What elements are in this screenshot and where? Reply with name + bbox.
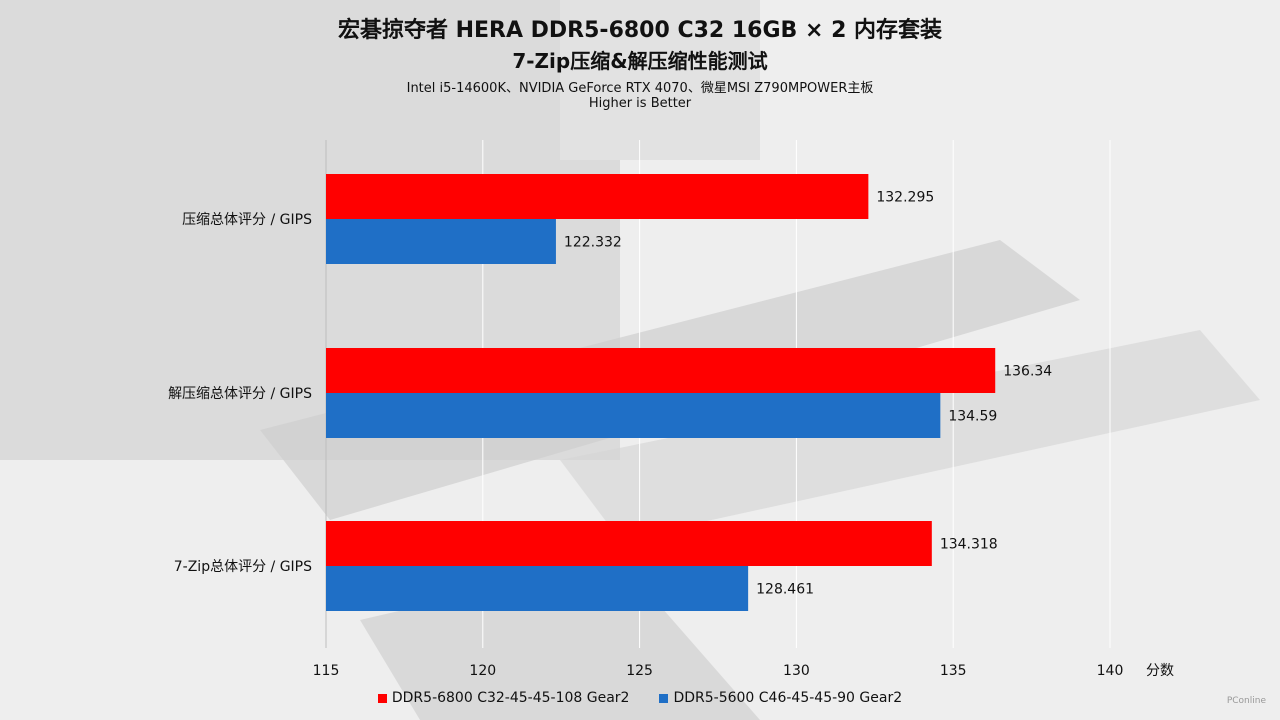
higher-is-better-note: Higher is Better [588,96,692,111]
legend-label-series1: DDR5-6800 C32-45-45-108 Gear2 [391,690,630,706]
value-labels: 132.295 122.332 136.34 134.59 134.318 128.461 [564,190,1052,598]
chart-subtitle: 7-Zip压缩&解压缩性能测试 [512,49,768,73]
data-label: 134.318 [940,537,998,553]
bar [326,174,869,219]
legend-swatch-blue [659,693,669,703]
data-label: 134.59 [948,409,997,425]
x-tick-label: 115 [313,663,340,679]
watermark-logo: PConline [1226,696,1266,706]
bar [326,393,941,438]
bar [326,219,556,264]
x-tick-label: 130 [783,663,810,679]
x-tick-labels: 115 120 125 130 135 140 [313,663,1124,679]
data-label: 136.34 [1003,364,1052,380]
x-tick-label: 135 [940,663,967,679]
bar [326,348,996,393]
legend-item-series1: DDR5-6800 C32-45-45-108 Gear2 [377,690,630,706]
data-label: 132.295 [876,190,934,206]
legend-swatch-red [377,693,387,703]
bar [326,521,932,566]
platform-info: Intel i5-14600K、NVIDIA GeForce RTX 4070、… [406,81,874,96]
legend: DDR5-6800 C32-45-45-108 Gear2 DDR5-5600 … [0,690,1280,706]
data-label: 128.461 [756,582,814,598]
chart-title: 宏碁掠夺者 HERA DDR5-6800 C32 16GB × 2 内存套装 [337,18,943,43]
x-tick-label: 140 [1097,663,1124,679]
legend-item-series2: DDR5-5600 C46-45-45-90 Gear2 [659,690,902,706]
category-label: 解压缩总体评分 / GIPS [168,386,312,402]
x-axis-label: 分数 [1146,663,1174,679]
x-tick-label: 120 [469,663,496,679]
category-label: 7-Zip总体评分 / GIPS [174,559,312,575]
bar [326,566,749,611]
x-tick-label: 125 [626,663,653,679]
data-label: 122.332 [564,235,622,251]
legend-label-series2: DDR5-5600 C46-45-45-90 Gear2 [673,690,903,706]
category-labels: 压缩总体评分 / GIPS 解压缩总体评分 / GIPS 7-Zip总体评分 / G… [168,212,312,575]
category-label: 压缩总体评分 / GIPS [182,212,312,228]
bars [326,174,996,611]
